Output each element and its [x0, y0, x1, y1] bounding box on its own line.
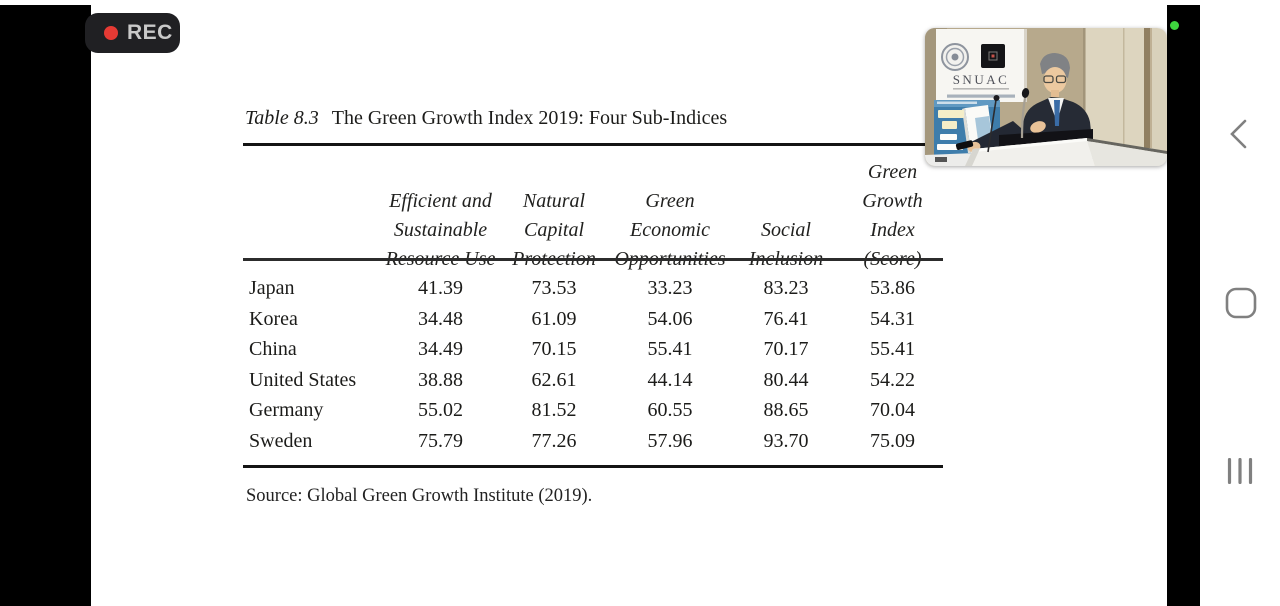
table-cell: 34.49 [418, 338, 463, 360]
webcam-overlay[interactable]: SNUAC [925, 28, 1167, 166]
rec-indicator[interactable]: REC [85, 13, 180, 53]
table-rule-bottom [243, 465, 943, 468]
table-cell: 33.23 [647, 277, 693, 299]
recents-bars-icon [1227, 458, 1253, 484]
table-body: Japan 41.39 73.53 33.23 83.23 53.86 Kore… [243, 273, 943, 456]
door-frame [1144, 28, 1150, 148]
table-source: Source: Global Green Growth Institute (2… [246, 486, 593, 506]
rec-label: REC [127, 21, 173, 44]
back-chevron-icon [1230, 119, 1247, 149]
table-cell: 54.06 [647, 307, 693, 330]
table-cell: 55.41 [647, 338, 693, 360]
table-cell: 54.22 [870, 368, 915, 391]
table-cell: 70.04 [870, 399, 915, 421]
rec-dot-icon [104, 26, 118, 40]
table-header-col5: Green Growth Index (Score) [862, 161, 923, 270]
table-cell: 70.15 [531, 338, 577, 360]
table-header-row: Efficient and Sustainable Resource Use N… [243, 158, 943, 270]
table-cell: 80.44 [763, 368, 809, 391]
table-row-country: Korea [249, 307, 298, 330]
table-cell: 70.17 [763, 338, 809, 360]
table-cell: 54.31 [870, 307, 915, 330]
table-cell: 75.79 [418, 429, 463, 452]
table-title-text: The Green Growth Index 2019: Four Sub-In… [331, 107, 728, 129]
table-row-country: China [249, 338, 297, 360]
letterbox-right [1167, 5, 1200, 606]
table-header-col3: Green Economic Opportunities [614, 190, 726, 270]
table-row-country: Germany [249, 399, 324, 421]
table-rule-mid [243, 258, 943, 261]
table-row-country: Sweden [249, 429, 313, 452]
table-cell: 57.96 [647, 429, 693, 452]
table-header-col4: Social Inclusion [748, 219, 824, 270]
table-header-col1: Efficient and Sustainable Resource Use [385, 190, 496, 270]
table-row-country: Japan [249, 277, 295, 299]
presenter-face [1043, 67, 1067, 93]
table-cell: 44.14 [647, 368, 693, 391]
table-rule-top [243, 143, 943, 146]
home-square-icon [1225, 287, 1257, 319]
table-cell: 41.39 [418, 277, 463, 299]
table-cell: 81.52 [531, 399, 577, 421]
table-cell: 53.86 [870, 277, 915, 299]
nav-back-button[interactable] [1215, 111, 1261, 157]
table-row-country: United States [249, 368, 357, 391]
webcam-scene: SNUAC [925, 28, 1167, 166]
nav-home-button[interactable] [1218, 280, 1264, 326]
poster-text-mark [938, 110, 964, 118]
table-number: Table 8.3 [245, 107, 319, 129]
camera-indicator-dot [1170, 21, 1179, 30]
snuac-banner: SNUAC [936, 29, 1027, 102]
table-cell: 38.88 [418, 368, 463, 391]
table-cell: 34.48 [418, 307, 463, 330]
podium [965, 138, 1095, 166]
table-header-col2: Natural Capital Protection [512, 190, 596, 270]
table-cell: 55.02 [418, 399, 463, 421]
banner-title: SNUAC [953, 72, 1010, 87]
desk-equipment [999, 129, 1093, 146]
table-cell: 61.09 [531, 307, 577, 330]
presenter-remote [955, 140, 974, 150]
side-table [1087, 141, 1167, 166]
table-cell: 55.41 [870, 338, 915, 360]
table-cell: 93.70 [763, 429, 809, 452]
table-cell: 60.55 [647, 399, 693, 421]
nav-recents-button[interactable] [1217, 448, 1263, 494]
table-cell: 76.41 [763, 307, 809, 330]
table-title: Table 8.3 The Green Growth Index 2019: Fo… [245, 105, 727, 131]
table-cell: 83.23 [763, 277, 809, 299]
microphone-icon [987, 88, 1030, 153]
presenter-tie [1054, 100, 1060, 126]
letterbox-left [0, 5, 91, 606]
table-cell: 75.09 [870, 429, 915, 452]
table-cell: 73.53 [531, 277, 577, 299]
table-cell: 62.61 [531, 368, 577, 391]
table-cell: 77.26 [531, 429, 577, 452]
table-cell: 88.65 [763, 399, 809, 421]
glasses-icon [1043, 75, 1054, 84]
